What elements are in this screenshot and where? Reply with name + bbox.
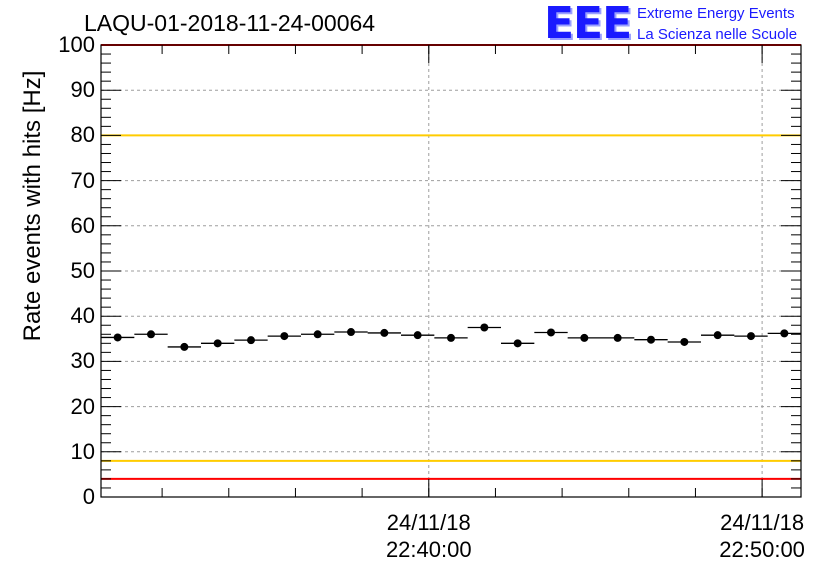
data-point	[213, 339, 222, 348]
y-tick-label: 80	[70, 122, 95, 148]
data-point	[480, 323, 489, 332]
data-point	[247, 336, 255, 345]
data-point	[280, 332, 289, 341]
axis-ticks	[101, 44, 801, 498]
y-axis-label: Rate events with hits [Hz]	[19, 70, 46, 342]
data-point	[680, 337, 689, 346]
y-tick-label: 60	[70, 212, 95, 238]
data-point	[780, 329, 789, 338]
x-tick-label: 24/11/18 22:50:00	[692, 509, 832, 563]
y-tick-label: 10	[70, 438, 95, 464]
x-tick-label-date: 24/11/18	[386, 510, 471, 535]
x-tick-label-time: 22:40:00	[385, 537, 472, 562]
data-point	[347, 328, 355, 337]
data-point	[380, 328, 389, 337]
data-points	[101, 323, 801, 351]
y-tick-label: 20	[70, 393, 95, 419]
data-point	[713, 331, 722, 340]
data-point	[547, 328, 555, 337]
x-tick-label-date: 24/11/18	[720, 510, 805, 535]
data-point	[580, 333, 589, 342]
logo-line-1: Extreme Energy Events	[637, 5, 795, 22]
eee-logo-mark: EEE	[544, 0, 632, 49]
data-point	[180, 342, 189, 351]
y-tick-label: 90	[70, 77, 95, 103]
threshold-lines	[101, 44, 801, 480]
logo-line-2: La Scienza nelle Scuole	[637, 26, 798, 43]
data-point	[147, 330, 155, 339]
data-point	[747, 332, 755, 341]
y-tick-label: 70	[70, 167, 95, 193]
data-point	[313, 330, 322, 339]
data-point	[447, 333, 455, 342]
data-point	[613, 333, 622, 342]
y-tick-label: 100	[58, 32, 95, 57]
x-tick-label: 24/11/18 22:40:00	[359, 509, 499, 563]
y-tick-label: 30	[70, 348, 95, 374]
data-point	[113, 333, 122, 342]
y-tick-label: 50	[70, 258, 95, 283]
data-point	[647, 335, 655, 344]
y-tick-label: 40	[70, 303, 95, 329]
x-tick-label-time: 22:50:00	[719, 537, 805, 562]
data-point	[413, 331, 422, 340]
grid-lines	[101, 45, 801, 497]
chart-title: LAQU-01-2018-11-24-00064	[84, 10, 376, 36]
data-point	[513, 339, 522, 348]
y-tick-label: 0	[82, 484, 95, 509]
